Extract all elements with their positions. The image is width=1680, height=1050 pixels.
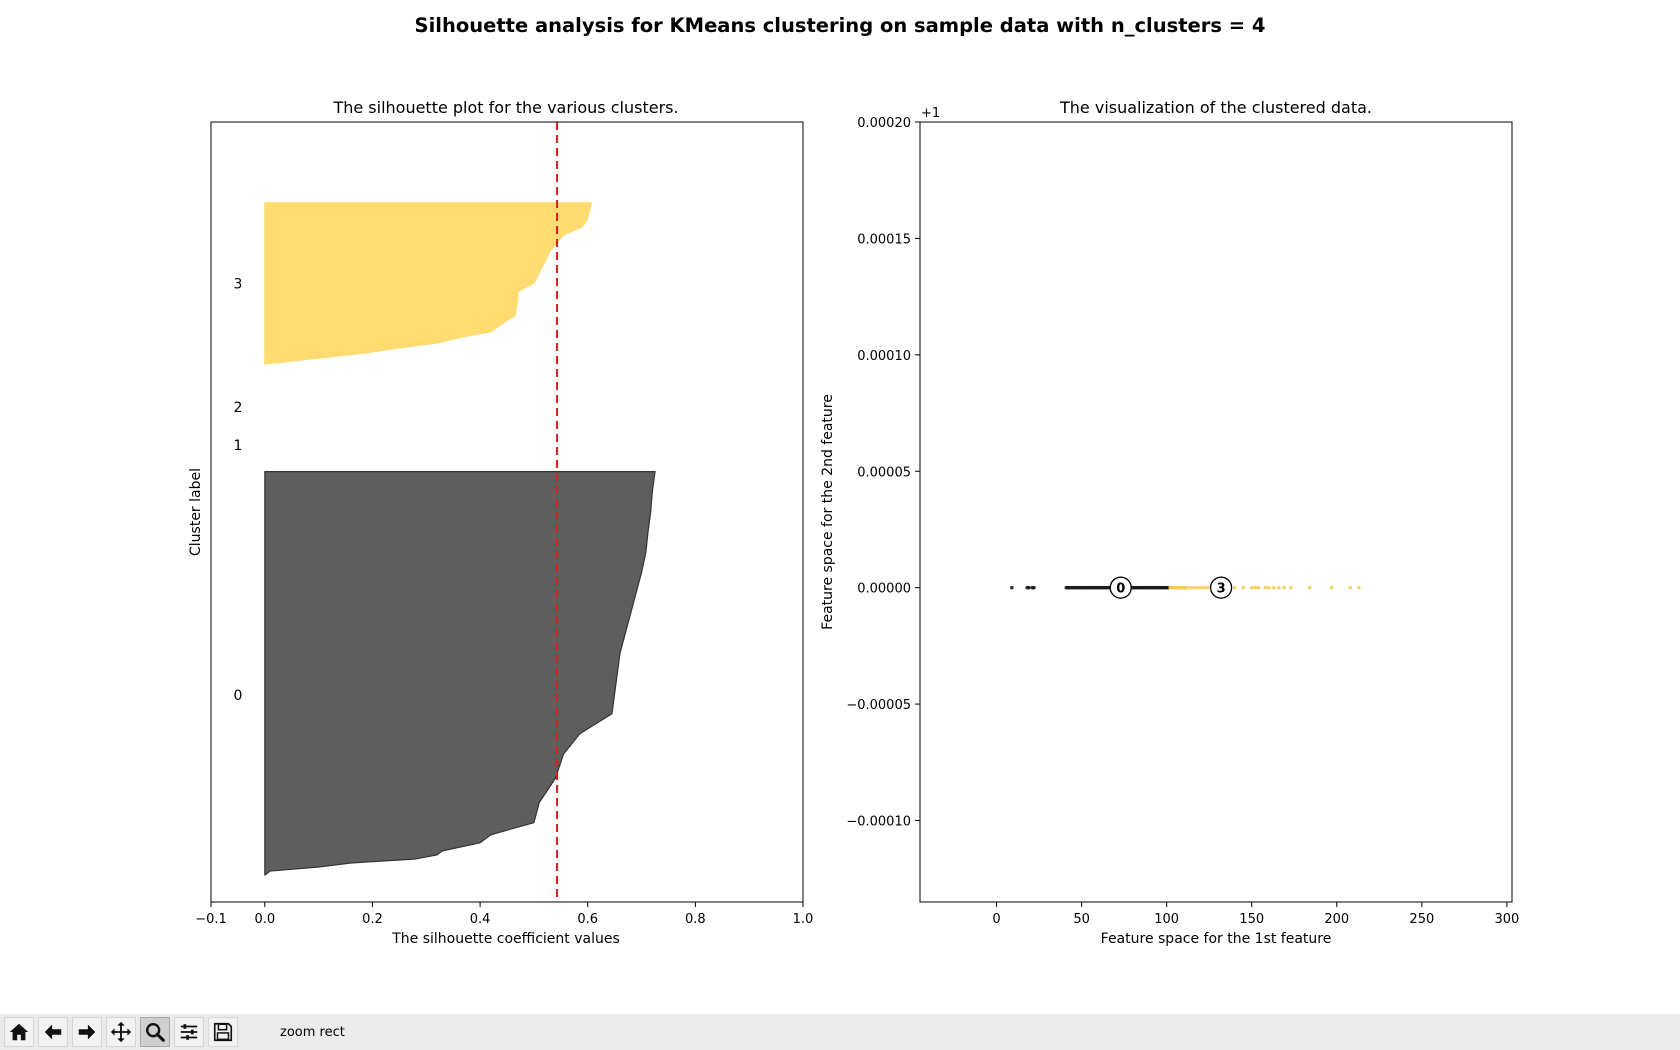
silhouette-plot-frame bbox=[210, 121, 804, 903]
scatter-plot-offset-text: +1 bbox=[921, 106, 940, 121]
silhouette-xtick-label: 0.0 bbox=[254, 912, 275, 927]
scatter-ytick-label: −0.00010 bbox=[846, 815, 911, 830]
pan-icon bbox=[110, 1021, 132, 1043]
scatter-point-cluster-3 bbox=[1185, 585, 1189, 590]
navigation-toolbar: zoom rect bbox=[0, 1014, 1680, 1050]
scatter-point-cluster-3 bbox=[1272, 585, 1276, 590]
back-arrow-icon bbox=[44, 1024, 62, 1040]
silhouette-plot-title: The silhouette plot for the various clus… bbox=[332, 98, 678, 117]
scatter-xtick-label: 200 bbox=[1324, 912, 1349, 927]
scatter-ytick-label: 0.00010 bbox=[857, 349, 911, 364]
scatter-point-cluster-3 bbox=[1198, 585, 1203, 590]
scatter-point-cluster-3 bbox=[1241, 585, 1246, 590]
forward-arrow-icon bbox=[78, 1024, 96, 1040]
zoom-icon bbox=[146, 1023, 165, 1042]
scatter-point-cluster-3 bbox=[1195, 585, 1200, 590]
forward-button[interactable] bbox=[72, 1017, 102, 1047]
figure-canvas: The silhouette plot for the various clus… bbox=[188, 98, 1519, 947]
home-icon bbox=[9, 1023, 29, 1041]
scatter-xtick-label: 300 bbox=[1494, 912, 1519, 927]
scatter-point-cluster-3 bbox=[1205, 585, 1210, 590]
silhouette-fill-cluster-0 bbox=[264, 471, 656, 876]
scatter-plot-xlabel: Feature space for the 1st feature bbox=[1101, 931, 1332, 947]
cluster-center-label-3: 3 bbox=[1217, 582, 1226, 597]
scatter-point-cluster-0 bbox=[1027, 585, 1031, 590]
silhouette-plot: The silhouette plot for the various clus… bbox=[188, 98, 813, 947]
silhouette-xtick-label: 0.4 bbox=[470, 912, 491, 927]
scatter-ytick-label: −0.00005 bbox=[846, 698, 911, 713]
scatter-xtick-label: 100 bbox=[1154, 912, 1179, 927]
silhouette-xtick-label: 0.6 bbox=[577, 912, 598, 927]
scatter-point-cluster-3 bbox=[1192, 585, 1196, 590]
scatter-plot-title: The visualization of the clustered data. bbox=[1059, 98, 1372, 117]
save-button[interactable] bbox=[208, 1017, 238, 1047]
scatter-point-cluster-3 bbox=[1253, 585, 1257, 590]
scatter-plot-frame bbox=[919, 121, 1513, 903]
scatter-point-cluster-3 bbox=[1266, 585, 1271, 590]
cluster-label-1: 1 bbox=[233, 438, 242, 454]
silhouette-xtick-label: −0.1 bbox=[195, 912, 227, 927]
scatter-plot-ylabel: Feature space for the 2nd feature bbox=[820, 394, 836, 630]
cluster-center-label-0: 0 bbox=[1116, 582, 1125, 597]
scatter-xtick-label: 150 bbox=[1239, 912, 1264, 927]
cluster-label-2: 2 bbox=[233, 400, 242, 416]
scatter-point-cluster-0 bbox=[1032, 585, 1036, 590]
silhouette-xtick-label: 0.2 bbox=[362, 912, 383, 927]
scatter-ytick-label: 0.00000 bbox=[857, 582, 911, 597]
figure-suptitle: Silhouette analysis for KMeans clusterin… bbox=[414, 14, 1266, 37]
silhouette-plot-xlabel: The silhouette coefficient values bbox=[391, 931, 620, 947]
scatter-point-cluster-3 bbox=[1249, 585, 1254, 590]
scatter-point-cluster-3 bbox=[1277, 585, 1281, 590]
cluster-scatter-plot: The visualization of the clustered data.… bbox=[820, 98, 1519, 947]
scatter-xtick-label: 0 bbox=[992, 912, 1000, 927]
back-button[interactable] bbox=[38, 1017, 68, 1047]
scatter-ytick-label: 0.00020 bbox=[857, 116, 911, 131]
scatter-xtick-label: 50 bbox=[1073, 912, 1090, 927]
scatter-point-cluster-3 bbox=[1188, 585, 1193, 590]
home-button[interactable] bbox=[4, 1017, 34, 1047]
cluster-center-marker-3 bbox=[1209, 576, 1233, 599]
scatter-point-cluster-3 bbox=[1232, 585, 1237, 590]
scatter-point-cluster-3 bbox=[1307, 585, 1312, 590]
scatter-ytick-label: 0.00015 bbox=[857, 232, 911, 247]
silhouette-plot-ylabel: Cluster label bbox=[188, 468, 204, 556]
silhouette-xtick-label: 1.0 bbox=[793, 912, 814, 927]
scatter-ytick-label: 0.00005 bbox=[857, 465, 911, 480]
scatter-point-cluster-3 bbox=[1357, 585, 1361, 590]
scatter-point-cluster-3 bbox=[1256, 585, 1261, 590]
scatter-point-cluster-3 bbox=[1202, 585, 1206, 590]
scatter-point-cluster-3 bbox=[1263, 585, 1268, 590]
silhouette-fill-cluster-3 bbox=[264, 202, 593, 365]
silhouette-xtick-label: 0.8 bbox=[685, 912, 706, 927]
scatter-point-cluster-3 bbox=[1329, 585, 1334, 590]
cluster-label-3: 3 bbox=[233, 276, 242, 292]
pan-button[interactable] bbox=[106, 1017, 136, 1047]
scatter-point-cluster-3 bbox=[1289, 585, 1293, 590]
scatter-point-cluster-0 bbox=[1010, 585, 1014, 590]
zoom-button[interactable] bbox=[140, 1017, 170, 1047]
cluster-label-0: 0 bbox=[233, 688, 242, 704]
scatter-point-cluster-3 bbox=[1282, 585, 1286, 590]
configure-subplots-icon bbox=[180, 1024, 198, 1040]
toolbar-status-text: zoom rect bbox=[280, 1024, 345, 1040]
scatter-point-cluster-3 bbox=[1348, 585, 1353, 590]
save-icon bbox=[213, 1022, 233, 1042]
cluster-center-marker-0 bbox=[1109, 576, 1132, 599]
scatter-xtick-label: 250 bbox=[1409, 912, 1434, 927]
configure-subplots-button[interactable] bbox=[174, 1017, 204, 1047]
